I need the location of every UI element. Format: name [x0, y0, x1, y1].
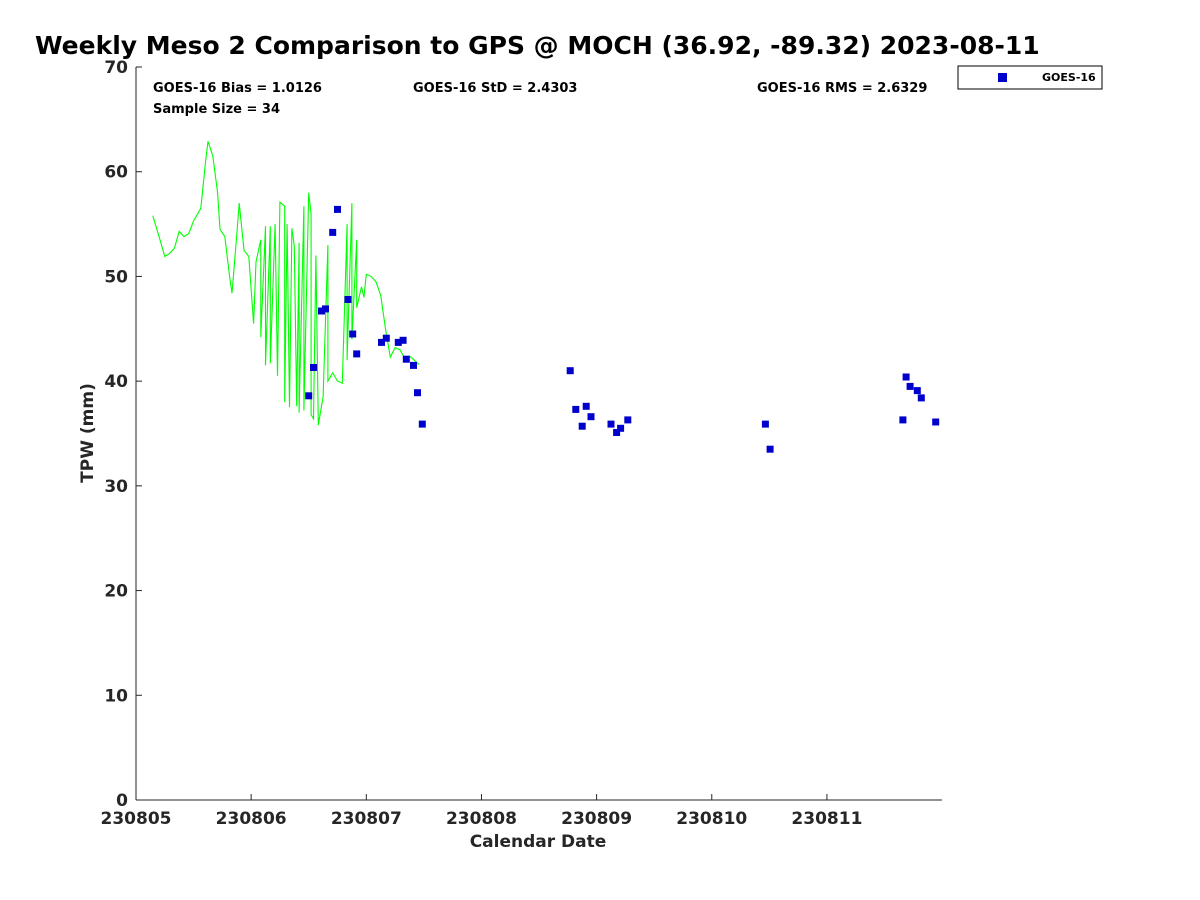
- goes16-point: [353, 350, 361, 358]
- axes: 0 10 20 30 40 50 60 70 230805 230806 230807 230808…: [101, 58, 942, 829]
- x-tick-label: 230806: [216, 809, 287, 829]
- legend-box: [957, 65, 1103, 90]
- y-tick-label: 30: [104, 477, 128, 497]
- x-tick-label: 230808: [446, 809, 517, 829]
- goes16-point: [344, 296, 352, 303]
- legend-goes16-label: GOES-16: [1042, 71, 1096, 84]
- y-tick-label: 60: [104, 163, 128, 183]
- y-tick-label: 20: [104, 582, 128, 602]
- goes16-point: [394, 338, 402, 346]
- goes16-point: [399, 336, 407, 344]
- goes16-point: [349, 330, 357, 338]
- gps-tpw-line: [152, 141, 420, 426]
- y-tick-label: 0: [116, 791, 128, 811]
- gps-series: [152, 141, 420, 426]
- goes16-point: [305, 392, 313, 400]
- y-tick-label: 40: [104, 372, 128, 392]
- goes16-point: [917, 394, 925, 402]
- goes16-point: [402, 355, 410, 363]
- y-tick-label: 10: [104, 686, 128, 706]
- goes16-point: [418, 420, 426, 428]
- rms-stat: GOES-16 RMS = 2.6329: [757, 81, 927, 96]
- sample-size-stat: Sample Size = 34: [153, 102, 280, 117]
- goes16-point: [932, 418, 940, 426]
- x-tick-label: 230811: [791, 809, 862, 829]
- goes16-point: [566, 367, 574, 375]
- goes16-point: [378, 338, 385, 346]
- std-stat: GOES-16 StD = 2.4303: [413, 81, 577, 96]
- x-tick-label: 230810: [676, 809, 747, 829]
- chart-title: Weekly Meso 2 Comparison to GPS @ MOCH (…: [35, 31, 1040, 60]
- y-tick-label: 50: [104, 267, 128, 287]
- legend: GOES-16: [957, 65, 1103, 90]
- goes16-point: [902, 373, 910, 381]
- y-tick-label: 70: [104, 58, 128, 78]
- goes16-point: [906, 382, 914, 390]
- x-tick-label: 230809: [561, 809, 632, 829]
- y-ticks: 0 10 20 30 40 50 60 70: [104, 58, 142, 811]
- goes16-point: [613, 429, 621, 436]
- x-tick-label: 230807: [331, 809, 402, 829]
- legend-goes16-marker: [998, 73, 1007, 82]
- goes16-point: [318, 307, 325, 315]
- y-axis-label: TPW (mm): [78, 383, 98, 483]
- goes16-point: [624, 416, 632, 424]
- goes16-point: [572, 405, 580, 413]
- goes16-point: [761, 420, 769, 428]
- goes16-point: [913, 387, 921, 395]
- goes16-point: [617, 424, 625, 432]
- goes16-point: [410, 361, 417, 369]
- goes16-point: [382, 334, 390, 342]
- goes16-series: [305, 205, 940, 453]
- x-axis-label: Calendar Date: [470, 832, 607, 852]
- plot-area: [152, 141, 940, 453]
- goes16-point: [329, 228, 337, 236]
- goes16-point: [322, 305, 329, 313]
- goes16-point: [766, 445, 774, 453]
- x-ticks: 230805 230806 230807 230808 230809 230810 2308…: [101, 794, 862, 829]
- goes16-point: [582, 402, 590, 410]
- goes16-point: [414, 389, 421, 397]
- goes16-point: [334, 205, 341, 213]
- goes16-point: [587, 413, 595, 421]
- x-tick-label: 230805: [101, 809, 172, 829]
- goes16-point: [899, 416, 907, 424]
- bias-stat: GOES-16 Bias = 1.0126: [153, 81, 322, 96]
- goes16-point: [578, 422, 586, 430]
- goes16-point: [607, 420, 615, 428]
- goes16-point: [310, 364, 317, 371]
